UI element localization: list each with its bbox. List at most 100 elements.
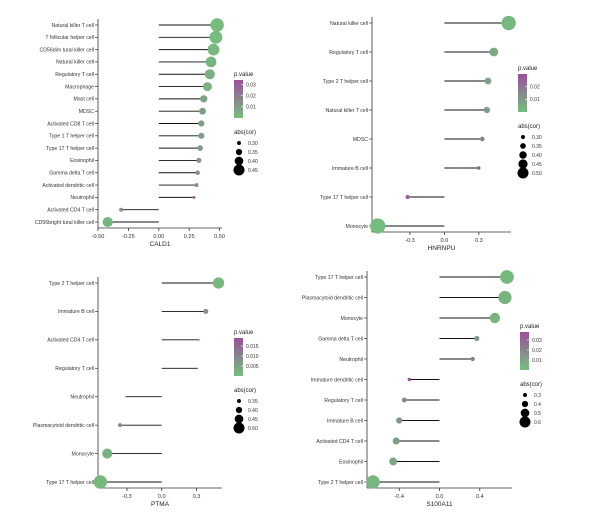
y-category-label: Gamma delta T cell xyxy=(318,336,363,342)
lollipop-dot xyxy=(500,270,514,284)
y-category-label: Immature B cell xyxy=(58,309,94,315)
lollipop-dot xyxy=(489,312,501,324)
x-tick-label: 0.3 xyxy=(193,494,201,500)
size-legend-label: 0.40 xyxy=(248,408,258,414)
lollipop-dot xyxy=(192,195,196,199)
y-category-label: Plasmacytoid dendritic cell xyxy=(33,423,94,429)
lollipop-dot xyxy=(212,277,225,289)
size-legend-label: 0.30 xyxy=(248,141,258,147)
color-legend-tick-label: 0.03 xyxy=(246,82,256,88)
size-legend-label: 0.5 xyxy=(534,411,541,417)
color-legend-tick-label: 0.03 xyxy=(532,338,542,344)
color-legend-tick-label: 0.02 xyxy=(530,84,540,90)
x-tick-label: 0.50 xyxy=(214,234,225,240)
y-category-label: Neutrophil xyxy=(70,395,94,401)
y-category-label: T follicular helper cell xyxy=(45,35,94,41)
lollipop-dot xyxy=(407,377,411,382)
y-category-label: Eosinophil xyxy=(339,459,363,465)
y-category-label: Immature B cell xyxy=(332,166,368,172)
lollipop-dot xyxy=(396,417,403,424)
size-legend-label: 0.50 xyxy=(532,171,542,177)
y-category-label: Regulatory T cell xyxy=(55,72,94,78)
lollipop-dot xyxy=(196,157,202,163)
size-legend-label: 0.45 xyxy=(248,168,258,174)
size-legend-label: 0.35 xyxy=(248,150,258,156)
size-legend-title: abs(cor) xyxy=(234,388,256,394)
lollipop-dot xyxy=(205,56,217,68)
color-legend-title: p.value xyxy=(234,330,254,336)
y-category-label: Type 17 T helper cell xyxy=(46,480,94,486)
size-legend-dot xyxy=(234,414,244,424)
size-legend-dot xyxy=(235,406,243,414)
y-category-label: Regulatory T cell xyxy=(329,50,368,56)
size-legend-label: 0.6 xyxy=(534,420,541,426)
x-tick-label: -0.3 xyxy=(122,494,132,500)
y-category-label: Activated CD4 T cell xyxy=(47,338,94,344)
color-legend-tick-label: 0.015 xyxy=(246,344,259,350)
y-category-label: Type 1 T helper cell xyxy=(49,134,94,140)
lollipop-dot xyxy=(198,120,205,127)
size-legend-label: 0.30 xyxy=(532,135,542,141)
y-category-label: Type 17 T helper cell xyxy=(320,195,368,201)
size-legend-dot xyxy=(233,422,245,434)
x-tick-label: 0.25 xyxy=(184,234,195,240)
y-category-label: MDSC xyxy=(353,137,369,143)
x-tick-label: -0.3 xyxy=(405,238,415,244)
lollipop-dot xyxy=(102,216,113,228)
size-legend-label: 0.40 xyxy=(248,159,258,165)
x-tick-label: 0.4 xyxy=(476,494,484,500)
lollipop-dot xyxy=(477,166,481,170)
lollipop-dot xyxy=(93,475,108,489)
x-tick-label: 0.0 xyxy=(436,494,444,500)
size-legend-label: 0.45 xyxy=(248,417,258,423)
color-legend-bar xyxy=(234,338,243,376)
x-tick-label: 0.0 xyxy=(158,494,166,500)
lollipop-dot xyxy=(194,183,199,188)
lollipop-dot xyxy=(125,396,127,398)
lollipop-dot xyxy=(102,448,113,459)
lollipop-dot xyxy=(483,106,491,114)
x-tick-label: 0.0 xyxy=(440,238,448,244)
lollipop-dot xyxy=(366,475,380,489)
lollipop-dot xyxy=(197,338,200,341)
lollipop-dot xyxy=(197,145,203,151)
lollipop-dot xyxy=(118,423,122,428)
x-tick-label: -0.25 xyxy=(122,234,135,240)
size-legend-label: 0.45 xyxy=(532,162,542,168)
size-legend-title: abs(cor) xyxy=(518,124,540,130)
y-category-label: Activated CD4 T cell xyxy=(47,207,94,213)
color-legend-tick-label: 0.01 xyxy=(530,97,540,103)
y-category-label: Neutrophil xyxy=(339,357,363,363)
lollipop-dot xyxy=(484,77,492,85)
lollipop-dot xyxy=(401,397,407,403)
size-legend-dot xyxy=(523,393,527,397)
y-category-label: Neutrophil xyxy=(70,195,94,201)
lollipop-dot xyxy=(195,170,200,176)
y-category-label: Monocyte xyxy=(72,451,95,457)
y-category-label: Monocyte xyxy=(341,316,364,322)
color-legend-tick-label: 0.01 xyxy=(246,105,256,111)
size-legend-label: 0.50 xyxy=(248,426,258,432)
y-category-label: Activated dendritic cell xyxy=(42,183,94,189)
size-legend-dot xyxy=(520,408,530,418)
x-tick-label: 0.3 xyxy=(475,238,483,244)
size-legend-label: 0.35 xyxy=(248,399,258,405)
y-category-label: CD56bright tural killer cell xyxy=(35,220,94,226)
y-category-label: Type 2 T helper cell xyxy=(318,480,363,486)
size-legend-label: 0.4 xyxy=(534,402,541,408)
lollipop-dot xyxy=(209,30,223,44)
color-legend-tick-label: 0.010 xyxy=(246,354,259,360)
lollipop-dot xyxy=(202,82,212,92)
y-category-label: Type 2 T helper cell xyxy=(323,79,368,85)
lollipop-dot xyxy=(405,194,410,200)
lollipop-dot xyxy=(370,218,386,234)
y-category-label: Type 17 T helper cell xyxy=(315,275,363,281)
y-category-label: Immature B cell xyxy=(327,418,363,424)
color-legend-title: p.value xyxy=(518,66,538,72)
y-category-label: Regulatory T cell xyxy=(55,366,94,372)
y-category-label: Type 17 T helper cell xyxy=(46,146,94,152)
lollipop-dot xyxy=(470,356,475,362)
y-category-label: Natural killer T cell xyxy=(52,23,94,29)
lollipop-dot xyxy=(200,95,208,103)
size-legend-dot xyxy=(519,151,527,159)
